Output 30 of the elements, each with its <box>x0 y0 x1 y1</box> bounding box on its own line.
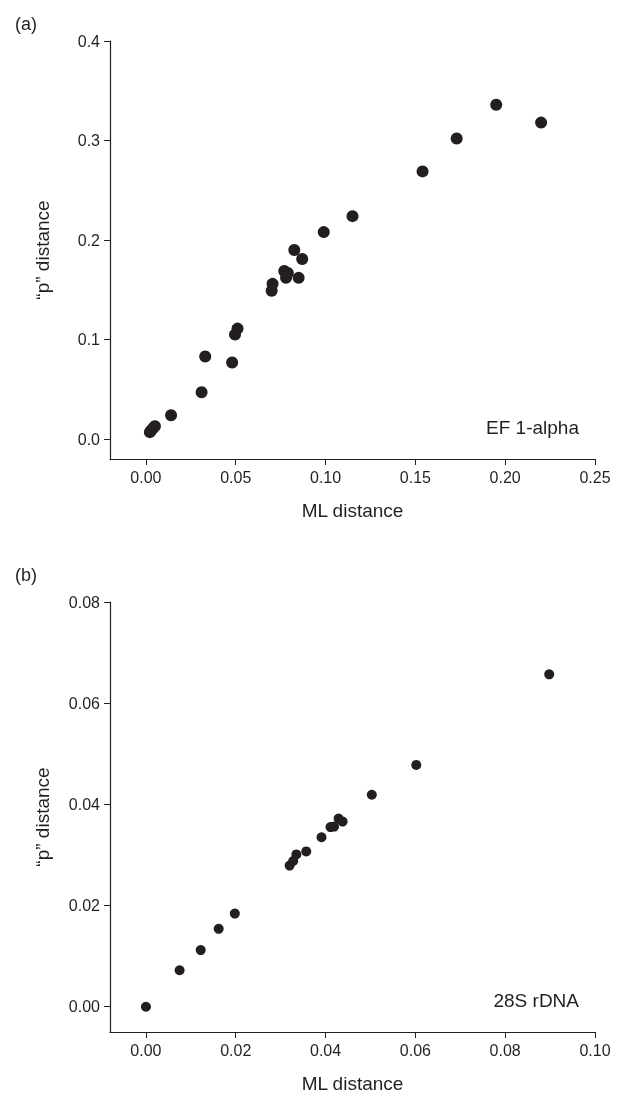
chart-title: (b) <box>15 565 37 585</box>
y-tick-label: 0.1 <box>77 331 101 349</box>
y-tick-label: 0.3 <box>77 132 101 150</box>
x-tick-label: 0.20 <box>489 468 521 486</box>
y-tick-label: 0.00 <box>68 998 101 1016</box>
x-tick-label: 0.00 <box>130 1041 162 1059</box>
y-tick-label: 0.08 <box>68 593 101 611</box>
y-tick-label: 0.4 <box>77 32 101 50</box>
y-tick-label: 0.02 <box>68 897 101 915</box>
x-tick-label: 0.04 <box>309 1041 342 1059</box>
x-tick-label: 0.05 <box>220 468 252 486</box>
y-axis-title: “p” distance <box>32 200 53 300</box>
annotation: EF 1-alpha <box>486 417 580 438</box>
x-axis-title: ML distance <box>301 500 404 521</box>
x-tick-label: 0.06 <box>399 1041 432 1059</box>
x-tick-label: 0.10 <box>579 1041 611 1059</box>
y-tick-label: 0.2 <box>77 231 101 249</box>
y-tick-label: 0.0 <box>77 430 101 448</box>
x-tick-label: 0.10 <box>309 468 342 486</box>
y-tick-label: 0.06 <box>68 694 101 712</box>
x-tick-label: 0.02 <box>220 1041 252 1059</box>
chart-title: (a) <box>15 14 37 34</box>
x-tick-label: 0.15 <box>399 468 432 486</box>
x-tick-label: 0.25 <box>579 468 611 486</box>
annotation: 28S rDNA <box>493 990 580 1011</box>
x-tick-label: 0.00 <box>130 468 162 486</box>
y-axis-title: “p” distance <box>32 767 53 867</box>
x-tick-label: 0.08 <box>489 1041 521 1059</box>
y-tick-label: 0.04 <box>68 795 101 813</box>
x-axis-title: ML distance <box>301 1073 404 1094</box>
